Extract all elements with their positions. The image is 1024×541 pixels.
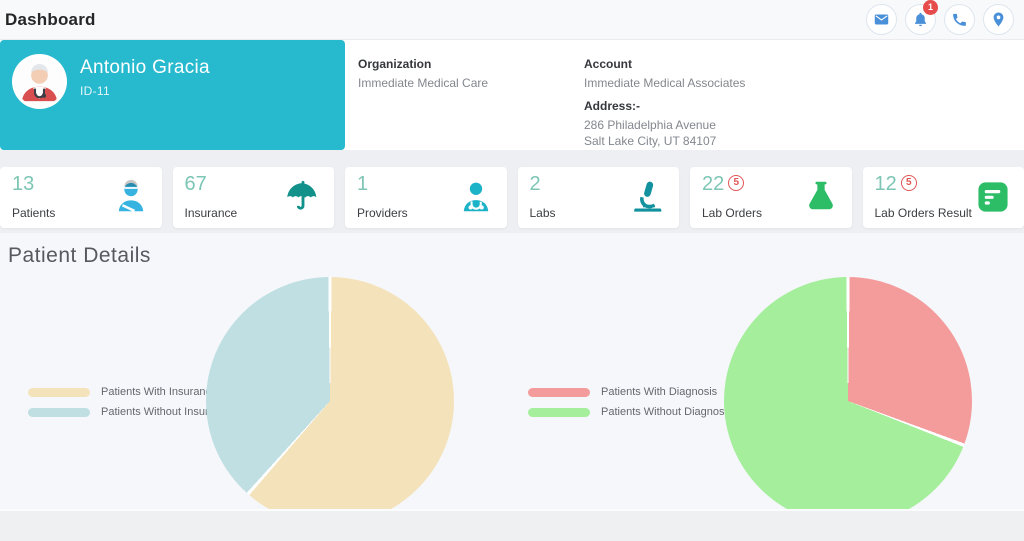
bell-icon [912, 11, 929, 28]
lab-orders-count: 22 [702, 173, 725, 195]
insurance-label: Insurance [184, 206, 238, 220]
insurance-pie-chart[interactable] [206, 277, 454, 509]
legend-item-with-diagnosis[interactable]: Patients With Diagnosis [528, 386, 732, 398]
lab-orders-label: Lab Orders [702, 206, 763, 220]
lab-orders-result-badge: 5 [900, 175, 917, 191]
stat-card-patients[interactable]: 13 Patients [0, 167, 162, 228]
notifications-button[interactable]: 1 [905, 0, 938, 35]
map-pin-icon [990, 11, 1007, 28]
without-diagnosis-swatch [528, 407, 590, 417]
phone-button[interactable] [944, 4, 975, 35]
diagnosis-pie-chart[interactable] [724, 277, 972, 509]
lab-orders-result-label: Lab Orders Result [874, 206, 972, 220]
patient-name: Antonio Gracia [80, 57, 210, 78]
address-label: Address:- [584, 99, 641, 113]
stats-row: 13 Patients 67 Insurance [0, 167, 1024, 228]
microscope-icon [629, 178, 667, 216]
stat-card-insurance[interactable]: 67 Insurance [172, 167, 334, 228]
lab-orders-result-count: 12 [874, 173, 897, 195]
patients-label: Patients [12, 206, 56, 220]
messages-button[interactable] [866, 4, 897, 35]
legend-item-with-insurance[interactable]: Patients With Insurance [28, 386, 232, 398]
address-line1: 286 Philadelphia Avenue [584, 118, 716, 132]
phone-icon [951, 11, 968, 28]
with-diagnosis-label: Patients With Diagnosis [601, 386, 718, 398]
providers-count: 1 [357, 173, 369, 195]
account-info: Organization Immediate Medical Care Acco… [345, 40, 1024, 150]
account-column: Account Immediate Medical Associates Add… [584, 57, 1024, 150]
notification-badge: 1 [923, 0, 938, 15]
organization-label: Organization [358, 57, 432, 71]
organization-value: Immediate Medical Care [358, 76, 489, 90]
providers-label: Providers [357, 206, 408, 220]
address-line2: Salt Lake City, UT 84107 [584, 134, 717, 148]
labs-label: Labs [529, 206, 556, 220]
patient-details-section: Patient Details Patients With Insurance … [0, 233, 1024, 509]
account-value: Immediate Medical Associates [584, 76, 746, 90]
umbrella-icon [284, 178, 322, 216]
patient-card-text: Antonio Gracia ID-11 [80, 54, 210, 98]
insurance-chart-legend: Patients With Insurance Patients Without… [28, 386, 232, 418]
page-title: Dashboard [5, 9, 96, 29]
lab-report-icon [974, 178, 1012, 216]
doctor-icon [457, 178, 495, 216]
patient-card[interactable]: Antonio Gracia ID-11 [0, 40, 345, 150]
patients-count: 13 [12, 173, 35, 195]
location-button[interactable] [983, 4, 1014, 35]
top-bar: Dashboard 1 [0, 0, 1024, 40]
stat-card-labs[interactable]: 2 Labs [517, 167, 679, 228]
without-insurance-label: Patients Without Insurance [101, 406, 233, 418]
with-diagnosis-swatch [528, 387, 590, 397]
without-diagnosis-label: Patients Without Diagnosis [601, 406, 733, 418]
envelope-icon [873, 11, 890, 28]
stat-card-lab-orders-result[interactable]: 12 5 Lab Orders Result [862, 167, 1024, 228]
without-insurance-swatch [28, 407, 90, 417]
injured-patient-icon [112, 178, 150, 216]
with-insurance-label: Patients With Insurance [101, 386, 218, 398]
labs-count: 2 [529, 173, 541, 195]
organization-column: Organization Immediate Medical Care [358, 57, 584, 150]
avatar [12, 54, 67, 109]
stat-card-providers[interactable]: 1 Providers [345, 167, 507, 228]
footer-strip [0, 509, 1024, 541]
account-label: Account [584, 57, 632, 71]
patient-id: ID-11 [80, 84, 110, 98]
stat-card-lab-orders[interactable]: 22 5 Lab Orders [690, 167, 852, 228]
lab-orders-badge: 5 [728, 175, 745, 191]
flask-icon [802, 178, 840, 216]
legend-item-without-insurance[interactable]: Patients Without Insurance [28, 406, 232, 418]
diagnosis-chart-legend: Patients With Diagnosis Patients Without… [528, 386, 732, 418]
legend-item-without-diagnosis[interactable]: Patients Without Diagnosis [528, 406, 732, 418]
profile-section: Antonio Gracia ID-11 Organization Immedi… [0, 40, 1024, 150]
with-insurance-swatch [28, 387, 90, 397]
section-title: Patient Details [8, 244, 151, 267]
insurance-count: 67 [184, 173, 207, 195]
header-actions: 1 [866, 0, 1014, 35]
